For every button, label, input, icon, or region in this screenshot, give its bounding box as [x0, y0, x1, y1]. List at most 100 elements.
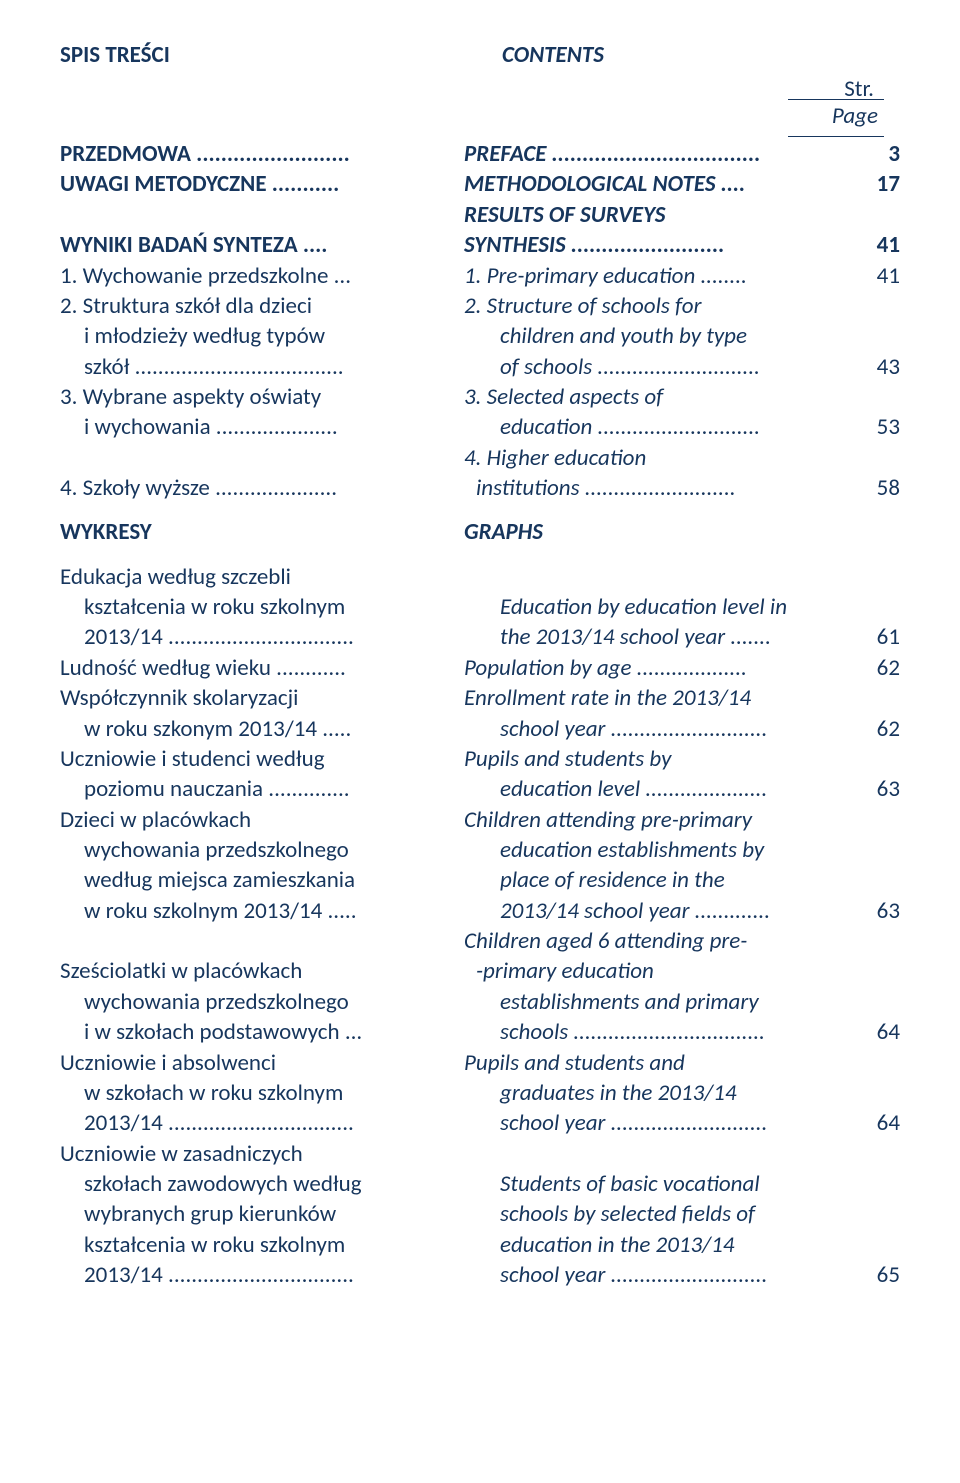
toc-cell-en: education level .....................	[476, 774, 850, 804]
toc-row: PRZEDMOWA .........................PREFA…	[60, 139, 900, 169]
toc-cell-en: RESULTS OF SURVEYS	[452, 200, 850, 230]
toc-cell-pl: Uczniowie i absolwenci	[60, 1048, 452, 1078]
toc-cell-en: GRAPHS	[452, 517, 850, 547]
toc-cell-en: -primary education	[452, 956, 850, 986]
toc-cell-pl: poziomu nauczania ..............	[60, 774, 476, 804]
toc-row: Dzieci w placówkachChildren attending pr…	[60, 805, 900, 835]
toc-row: 2013/14 ................................…	[60, 1260, 900, 1290]
toc-row: wychowania przedszkolnegoeducation estab…	[60, 835, 900, 865]
toc-cell-en: school year ...........................	[476, 1260, 850, 1290]
toc-cell-en: 1. Pre-primary education ........	[452, 261, 850, 291]
toc-cell-pl: 3. Wybrane aspekty oświaty	[60, 382, 452, 412]
toc-row: wychowania przedszkolnegoestablishments …	[60, 987, 900, 1017]
page-label-block: Str. Page	[60, 74, 900, 131]
toc-cell-en: SYNTHESIS .........................	[452, 230, 850, 260]
toc-cell-page: 58	[850, 473, 900, 503]
toc-cell-en: PREFACE ................................…	[452, 139, 850, 169]
toc-cell-page: 17	[850, 169, 900, 199]
toc-cell-page: 64	[850, 1108, 900, 1138]
toc-cell-pl: PRZEDMOWA .........................	[60, 139, 452, 169]
toc-rows: PRZEDMOWA .........................PREFA…	[60, 139, 900, 1290]
toc-row: poziomu nauczania ..............educatio…	[60, 774, 900, 804]
toc-cell-en: school year ...........................	[476, 714, 850, 744]
toc-cell-en: Enrollment rate in the 2013/14	[452, 683, 850, 713]
toc-row: i młodzieży według typówchildren and you…	[60, 321, 900, 351]
toc-cell-pl: 2013/14 ................................	[60, 1260, 476, 1290]
toc-cell-pl: 1. Wychowanie przedszkolne ...	[60, 261, 452, 291]
toc-row: w szkołach w roku szkolnymgraduates in t…	[60, 1078, 900, 1108]
page-label-page: Page	[60, 101, 900, 131]
toc-cell-page: 53	[850, 412, 900, 442]
toc-cell-en: schools by selected fields of	[476, 1199, 850, 1229]
toc-cell-en: schools ................................…	[476, 1017, 850, 1047]
title-pl: SPIS TREŚCI	[60, 40, 480, 70]
toc-row: w roku szkolnym 2013/14 .....2013/14 sch…	[60, 896, 900, 926]
toc-cell-en: education ............................	[476, 412, 850, 442]
toc-cell-en: METHODOLOGICAL NOTES ....	[452, 169, 850, 199]
toc-cell-pl: wychowania przedszkolnego	[60, 835, 476, 865]
toc-row: wybranych grup kierunkówschools by selec…	[60, 1199, 900, 1229]
toc-cell-en: Children aged 6 attending pre-	[452, 926, 850, 956]
toc-cell-pl: w roku szkonym 2013/14 .....	[60, 714, 476, 744]
toc-cell-page: 62	[850, 714, 900, 744]
toc-cell-en: children and youth by type	[476, 321, 850, 351]
toc-cell-page: 63	[850, 896, 900, 926]
toc-cell-pl: WYKRESY	[60, 517, 452, 547]
toc-row: 2013/14 ................................…	[60, 622, 900, 652]
toc-cell-pl: 2013/14 ................................	[60, 622, 476, 652]
toc-cell-en: the 2013/14 school year .......	[476, 622, 850, 652]
toc-cell-pl: WYNIKI BADAŃ SYNTEZA ....	[60, 230, 452, 260]
toc-cell-en: 2. Structure of schools for	[452, 291, 850, 321]
toc-cell-pl: Dzieci w placówkach	[60, 805, 452, 835]
toc-cell-pl: Uczniowie i studenci według	[60, 744, 452, 774]
toc-cell-pl: i w szkołach podstawowych ...	[60, 1017, 476, 1047]
toc-row: Uczniowie i absolwenciPupils and student…	[60, 1048, 900, 1078]
toc-row: kształcenia w roku szkolnymEducation by …	[60, 592, 900, 622]
toc-cell-pl: i wychowania .....................	[60, 412, 476, 442]
toc-cell-page: 3	[850, 139, 900, 169]
toc-cell-pl: kształcenia w roku szkolnym	[60, 1230, 476, 1260]
toc-cell-en: education in the 2013/14	[476, 1230, 850, 1260]
toc-row: 2. Struktura szkół dla dzieci2. Structur…	[60, 291, 900, 321]
toc-cell-pl: szkół ..................................…	[60, 352, 476, 382]
toc-cell-pl: Sześciolatki w placówkach	[60, 956, 452, 986]
toc-cell-page: 64	[850, 1017, 900, 1047]
toc-cell-en: place of residence in the	[476, 865, 850, 895]
toc-cell-page: 41	[850, 230, 900, 260]
document-page: SPIS TREŚCI CONTENTS Str. Page PRZEDMOWA…	[0, 0, 960, 1483]
toc-row: WYNIKI BADAŃ SYNTEZA .... SYNTHESIS ....…	[60, 230, 900, 260]
toc-row: 2013/14 ................................…	[60, 1108, 900, 1138]
toc-cell-en: 3. Selected aspects of	[452, 382, 850, 412]
toc-cell-en: Pupils and students and	[452, 1048, 850, 1078]
toc-cell-en: Population by age ...................	[452, 653, 850, 683]
toc-row: według miejsca zamieszkaniaplace of resi…	[60, 865, 900, 895]
toc-cell-pl: w szkołach w roku szkolnym	[60, 1078, 476, 1108]
toc-row: w roku szkonym 2013/14 .....school year …	[60, 714, 900, 744]
toc-row: UWAGI METODYCZNE ...........METHODOLOGIC…	[60, 169, 900, 199]
toc-row: Uczniowie w zasadniczych	[60, 1139, 900, 1169]
toc-cell-pl: UWAGI METODYCZNE ...........	[60, 169, 452, 199]
toc-row: 4. Higher education	[60, 443, 900, 473]
toc-cell-pl: 2013/14 ................................	[60, 1108, 476, 1138]
toc-row: 1. Wychowanie przedszkolne ...1. Pre-pri…	[60, 261, 900, 291]
toc-row: Uczniowie i studenci wedługPupils and st…	[60, 744, 900, 774]
toc-row: 4. Szkoły wyższe .....................in…	[60, 473, 900, 503]
toc-cell-en: 4. Higher education	[452, 443, 850, 473]
toc-cell-pl: Uczniowie w zasadniczych	[60, 1139, 452, 1169]
toc-cell-page: 41	[850, 261, 900, 291]
title-row: SPIS TREŚCI CONTENTS	[60, 40, 900, 70]
toc-cell-page: 65	[850, 1260, 900, 1290]
page-label-rule-bottom	[788, 136, 884, 137]
toc-cell-pl: w roku szkolnym 2013/14 .....	[60, 896, 476, 926]
toc-cell-en: Students of basic vocational	[476, 1169, 850, 1199]
toc-row: WYKRESYGRAPHS	[60, 517, 900, 547]
toc-row: kształcenia w roku szkolnymeducation in …	[60, 1230, 900, 1260]
toc-cell-pl: według miejsca zamieszkania	[60, 865, 476, 895]
toc-cell-en: establishments and primary	[476, 987, 850, 1017]
toc-cell-en: of schools ............................	[476, 352, 850, 382]
toc-cell-en: school year ...........................	[476, 1108, 850, 1138]
toc-cell-pl: Edukacja według szczebli	[60, 562, 452, 592]
toc-row: Sześciolatki w placówkach-primary educat…	[60, 956, 900, 986]
toc-cell-en: Pupils and students by	[452, 744, 850, 774]
toc-row: szkół ..................................…	[60, 352, 900, 382]
